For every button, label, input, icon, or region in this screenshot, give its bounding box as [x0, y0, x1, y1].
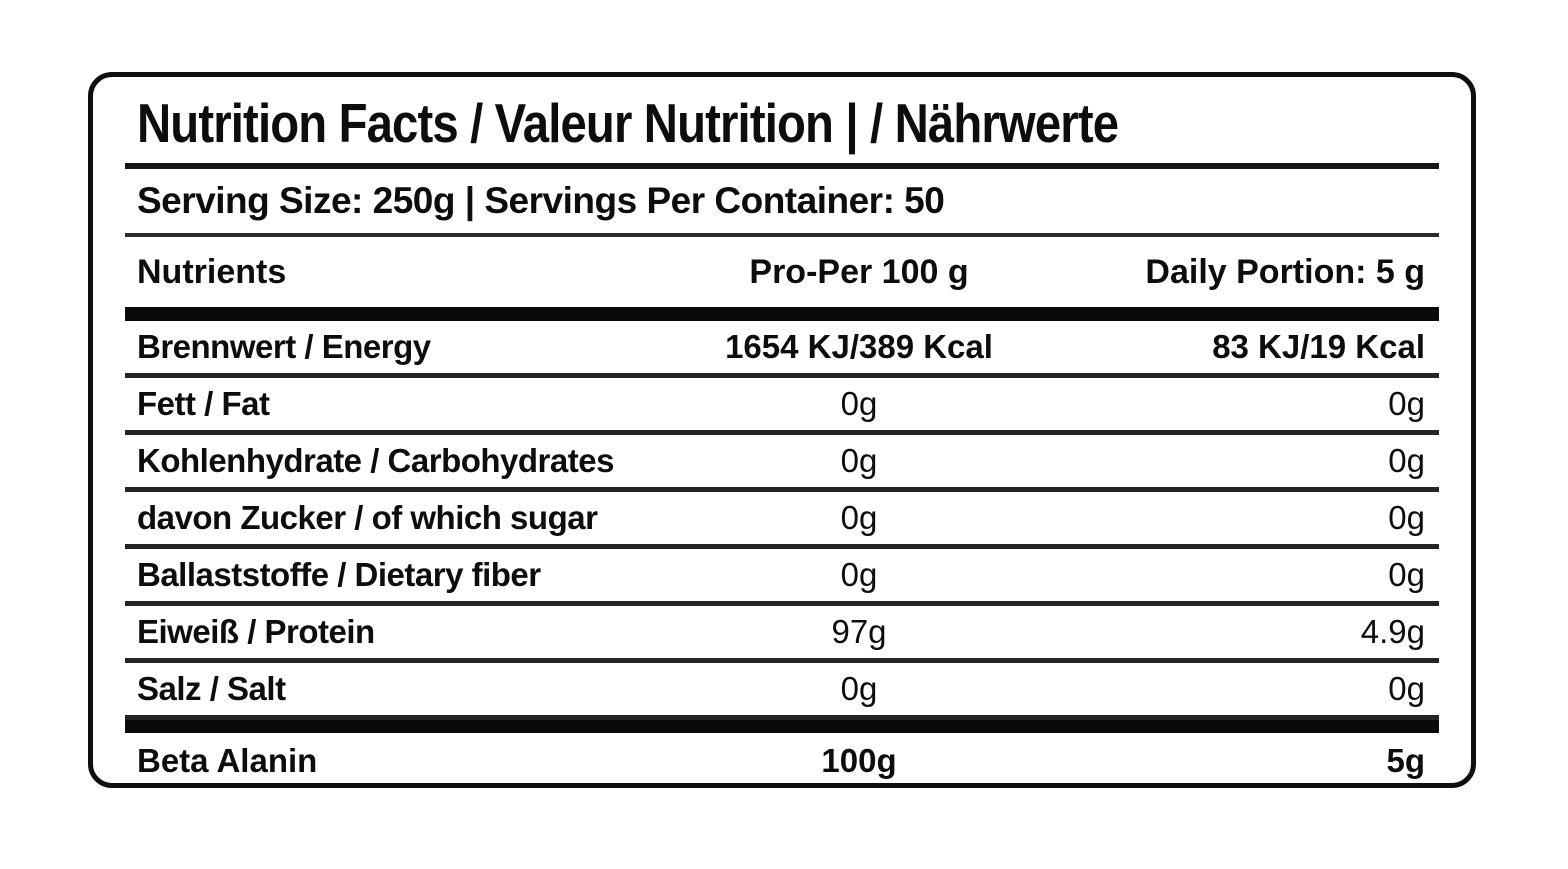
nutrient-name: Ballaststoffe / Dietary fiber [137, 556, 541, 593]
label-title: Nutrition Facts / Valeur Nutrition | / N… [125, 77, 1439, 163]
nutrient-name: Fett / Fat [137, 385, 270, 422]
value-per-100: 100g [821, 742, 897, 779]
value-portion: 0g [1388, 442, 1425, 479]
value-portion: 83 KJ/19 Kcal [1212, 328, 1425, 365]
nutrient-name: Beta Alanin [137, 742, 318, 779]
table-header-row: Nutrients Pro-Per 100 g Daily Portion: 5… [125, 237, 1439, 307]
value-per-100: 0g [840, 499, 878, 536]
nutrition-facts-label: Nutrition Facts / Valeur Nutrition | / N… [88, 72, 1476, 788]
table-row-beta-alanine: Beta Alanin 100g 5g [125, 733, 1439, 783]
value-portion: 0g [1388, 385, 1425, 422]
thick-bar-under-header [125, 307, 1439, 321]
value-portion: 5g [1386, 742, 1425, 779]
value-per-100: 0g [840, 442, 878, 479]
table-row-energy: Brennwert / Energy 1654 KJ/389 Kcal 83 K… [125, 321, 1439, 378]
serving-info: Serving Size: 250g | Servings Per Contai… [137, 180, 945, 221]
nutrient-name: Eiweiß / Protein [137, 613, 375, 650]
value-per-100: 1654 KJ/389 Kcal [725, 328, 993, 365]
nutrient-name: davon Zucker / of which sugar [137, 499, 598, 536]
table-row-fat: Fett / Fat 0g 0g [125, 378, 1439, 435]
divider-under-title [125, 163, 1439, 169]
thick-bar-above-footer [125, 720, 1439, 733]
nutrient-name: Salz / Salt [137, 670, 286, 707]
column-header-per-100: Pro-Per 100 g [749, 253, 969, 291]
value-portion: 4.9g [1360, 613, 1425, 650]
table-row-salt: Salz / Salt 0g 0g [125, 663, 1439, 720]
value-per-100: 0g [840, 670, 878, 707]
divider-under-serving [125, 233, 1439, 237]
value-per-100: 0g [840, 556, 878, 593]
table-row-sugar: davon Zucker / of which sugar 0g 0g [125, 492, 1439, 549]
value-portion: 0g [1388, 499, 1425, 536]
nutrient-name: Brennwert / Energy [137, 328, 431, 365]
value-portion: 0g [1388, 556, 1425, 593]
nutrient-name: Kohlenhydrate / Carbohydrates [137, 442, 614, 479]
value-per-100: 97g [831, 613, 887, 650]
value-portion: 0g [1388, 670, 1425, 707]
column-header-nutrients: Nutrients [137, 253, 287, 291]
table-row-dietary-fiber: Ballaststoffe / Dietary fiber 0g 0g [125, 549, 1439, 606]
table-row-carbohydrates: Kohlenhydrate / Carbohydrates 0g 0g [125, 435, 1439, 492]
label-title-text: Nutrition Facts / Valeur Nutrition | / N… [137, 92, 1119, 154]
table-row-protein: Eiweiß / Protein 97g 4.9g [125, 606, 1439, 663]
value-per-100: 0g [840, 385, 878, 422]
column-header-daily-portion: Daily Portion: 5 g [1145, 253, 1425, 291]
